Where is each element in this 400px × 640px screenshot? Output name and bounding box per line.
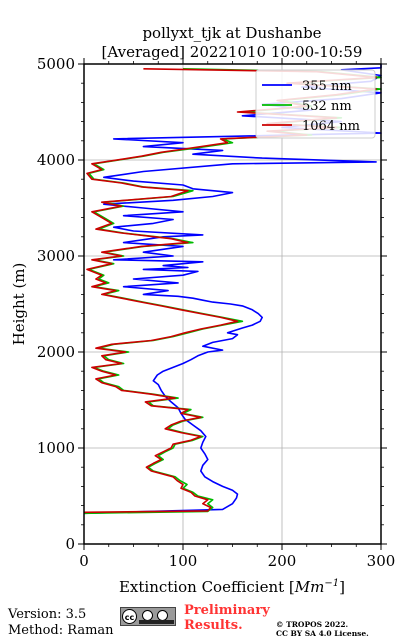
y-tick-label-4: 4000 <box>37 151 75 169</box>
y-tick-label-0: 0 <box>65 535 75 553</box>
chart-title-line2: [Averaged] 20221010 10:00-10:59 <box>102 43 363 61</box>
cc-license-logo: cc <box>120 607 176 626</box>
method-label: Method: Raman <box>8 623 114 638</box>
x-axis-label: Extinction Coefficient [Mm−1] <box>119 578 345 596</box>
x-tick-label-1: 100 <box>169 552 198 570</box>
chart-title-line1: pollyxt_tjk at Dushanbe <box>142 24 321 42</box>
version-label: Version: 3.5 <box>8 607 87 622</box>
x-tick-label-3: 300 <box>367 552 396 570</box>
legend-box <box>255 69 376 139</box>
y-tick-label-1: 1000 <box>37 439 75 457</box>
plot-frame <box>83 63 382 545</box>
x-tick-label-0: 0 <box>79 552 89 570</box>
legend-label-1: 532 nm <box>302 99 352 114</box>
y-tick-label-2: 2000 <box>37 343 75 361</box>
extinction-profile-chart: pollyxt_tjk at Dushanbe [Averaged] 20221… <box>10 24 396 596</box>
y-tick-label-3: 3000 <box>37 247 75 265</box>
y-axis-label: Height (m) <box>10 263 28 346</box>
copyright-note: © TROPOS 2022. CC BY SA 4.0 License. <box>276 620 369 638</box>
legend-label-0: 355 nm <box>302 79 352 94</box>
x-tick-label-2: 200 <box>268 552 297 570</box>
series-line-355-nm <box>83 64 382 515</box>
series-line-1064-nm <box>83 68 377 514</box>
y-tick-label-5: 5000 <box>37 55 75 73</box>
cc-icon: cc <box>122 609 137 624</box>
legend: 355 nm 532 nm 1064 nm <box>255 69 376 139</box>
legend-label-2: 1064 nm <box>302 119 360 134</box>
series-lines <box>83 64 382 515</box>
preliminary-results-note: Preliminary Results. <box>184 603 270 633</box>
